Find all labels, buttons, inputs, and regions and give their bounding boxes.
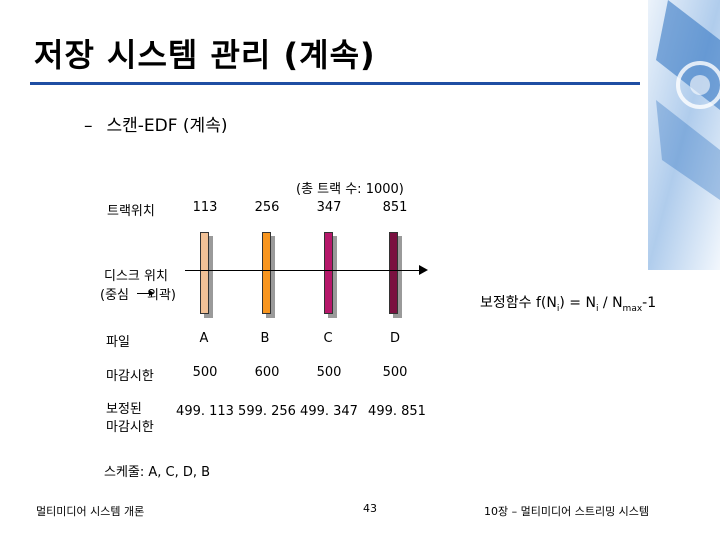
center-to-outer-arrow-line xyxy=(137,293,151,294)
track-position-label: 트랙위치 xyxy=(107,204,155,219)
file-value-a: A xyxy=(199,331,209,346)
deadline-label: 마감시한 xyxy=(106,369,154,384)
subtitle-text: 스캔-EDF (계속) xyxy=(106,116,228,136)
cf-mid: ) = N xyxy=(559,295,596,311)
subtitle-dash: – xyxy=(84,116,93,136)
corrected-deadline-label-2: 마감시한 xyxy=(106,420,154,435)
track-value-b: 256 xyxy=(254,200,280,215)
deadline-value-b: 600 xyxy=(254,365,280,380)
disk-axis-arrowhead xyxy=(419,265,428,275)
track-value-d: 851 xyxy=(382,200,408,215)
subtitle: – 스캔-EDF (계속) xyxy=(84,111,227,136)
corrected-deadline-label-1: 보정된 xyxy=(106,402,142,417)
disk-bar-d xyxy=(389,232,398,314)
corrected-value-d: 499. 851 xyxy=(368,404,426,419)
corrected-value-b: 599. 256 xyxy=(238,404,296,419)
cf-sub-i2: i xyxy=(595,303,599,314)
deadline-value-a: 500 xyxy=(192,365,218,380)
cf-sub-i: i xyxy=(556,303,560,314)
footer-page-number: 43 xyxy=(363,502,377,515)
correction-function: 보정함수 f(Ni) = Ni / Nmax-1 xyxy=(480,292,656,314)
corrected-value-c: 499. 347 xyxy=(300,404,358,419)
disk-bar-a xyxy=(200,232,209,314)
corner-decoration xyxy=(648,0,720,270)
cf-suffix: -1 xyxy=(642,295,657,311)
title-underline xyxy=(30,82,640,85)
file-value-b: B xyxy=(260,331,270,346)
disk-position-label: 디스크 위치 xyxy=(104,269,168,284)
track-value-c: 347 xyxy=(316,200,342,215)
track-value-a: 113 xyxy=(192,200,218,215)
file-value-c: C xyxy=(323,331,333,346)
total-tracks-label: (총 트랙 수: 1000) xyxy=(296,182,404,197)
footer-chapter: 10장 – 멀티미디어 스트리밍 시스템 xyxy=(484,505,650,518)
corrected-value-a: 499. 113 xyxy=(176,404,234,419)
slide-title: 저장 시스템 관리 (계속) xyxy=(34,36,376,74)
deadline-value-d: 500 xyxy=(382,365,408,380)
disk-axis-line xyxy=(185,270,420,271)
center-to-outer-arrow-head xyxy=(149,290,154,296)
file-value-d: D xyxy=(389,331,400,346)
disk-bar-b xyxy=(262,232,271,314)
center-label: (중심 xyxy=(100,288,129,303)
schedule-text: 스케줄: A, C, D, B xyxy=(104,465,211,480)
footer-course: 멀티미디어 시스템 개론 xyxy=(36,505,145,518)
file-label: 파일 xyxy=(106,335,130,350)
disk-position-range: (중심 외곽) xyxy=(100,284,176,303)
cf-prefix: 보정함수 f(N xyxy=(480,295,557,311)
outer-label: 외곽) xyxy=(147,288,176,303)
cf-slash: / N xyxy=(598,295,623,311)
cf-sub-max: max xyxy=(622,303,643,314)
deadline-value-c: 500 xyxy=(316,365,342,380)
disk-bar-c xyxy=(324,232,333,314)
